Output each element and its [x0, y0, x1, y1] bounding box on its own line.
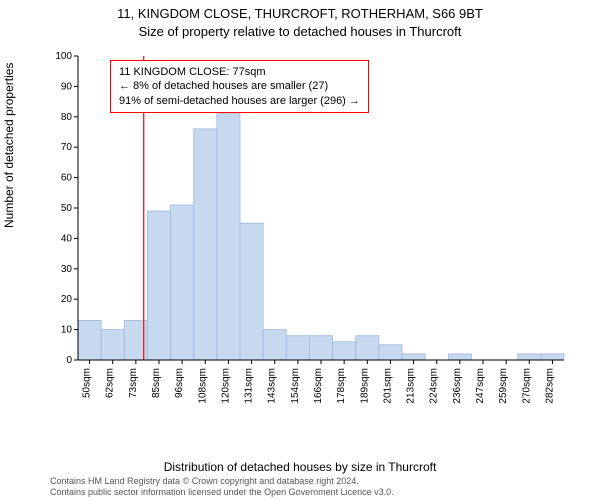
svg-text:50sqm: 50sqm — [82, 368, 93, 398]
footer-line1: Contains HM Land Registry data © Crown c… — [50, 476, 394, 487]
svg-text:60: 60 — [61, 173, 73, 184]
svg-text:154sqm: 154sqm — [290, 368, 301, 404]
svg-text:178sqm: 178sqm — [336, 368, 347, 404]
info-line2: ← 8% of detached houses are smaller (27) — [119, 79, 360, 93]
info-line1: 11 KINGDOM CLOSE: 77sqm — [119, 65, 360, 79]
chart-title-main: 11, KINGDOM CLOSE, THURCROFT, ROTHERHAM,… — [0, 6, 600, 21]
svg-text:282sqm: 282sqm — [544, 368, 555, 404]
svg-text:90: 90 — [61, 81, 73, 92]
svg-text:224sqm: 224sqm — [429, 368, 440, 404]
svg-text:247sqm: 247sqm — [475, 368, 486, 404]
svg-text:108sqm: 108sqm — [197, 368, 208, 404]
svg-text:70: 70 — [61, 142, 73, 153]
footer-line2: Contains public sector information licen… — [50, 487, 394, 498]
svg-text:85sqm: 85sqm — [151, 368, 162, 398]
svg-text:40: 40 — [61, 233, 73, 244]
svg-text:100: 100 — [55, 51, 72, 62]
svg-text:270sqm: 270sqm — [521, 368, 532, 404]
svg-text:0: 0 — [66, 355, 72, 366]
svg-text:189sqm: 189sqm — [359, 368, 370, 404]
svg-text:20: 20 — [61, 294, 73, 305]
svg-text:96sqm: 96sqm — [174, 368, 185, 398]
svg-text:131sqm: 131sqm — [244, 368, 255, 404]
svg-text:73sqm: 73sqm — [128, 368, 139, 398]
info-line3: 91% of semi-detached houses are larger (… — [119, 94, 360, 108]
y-axis-label: Number of detached properties — [2, 63, 16, 228]
svg-text:213sqm: 213sqm — [406, 368, 417, 404]
svg-text:80: 80 — [61, 112, 73, 123]
svg-text:62sqm: 62sqm — [105, 368, 116, 398]
svg-text:166sqm: 166sqm — [313, 368, 324, 404]
svg-text:30: 30 — [61, 264, 73, 275]
chart-title-sub: Size of property relative to detached ho… — [0, 24, 600, 39]
svg-text:120sqm: 120sqm — [220, 368, 231, 404]
svg-text:259sqm: 259sqm — [498, 368, 509, 404]
svg-text:143sqm: 143sqm — [267, 368, 278, 404]
footer-attribution: Contains HM Land Registry data © Crown c… — [50, 476, 394, 498]
x-axis-label: Distribution of detached houses by size … — [0, 460, 600, 474]
info-box: 11 KINGDOM CLOSE: 77sqm ← 8% of detached… — [110, 60, 369, 113]
svg-text:50: 50 — [61, 203, 73, 214]
svg-text:236sqm: 236sqm — [452, 368, 463, 404]
svg-text:10: 10 — [61, 325, 73, 336]
svg-text:201sqm: 201sqm — [382, 368, 393, 404]
